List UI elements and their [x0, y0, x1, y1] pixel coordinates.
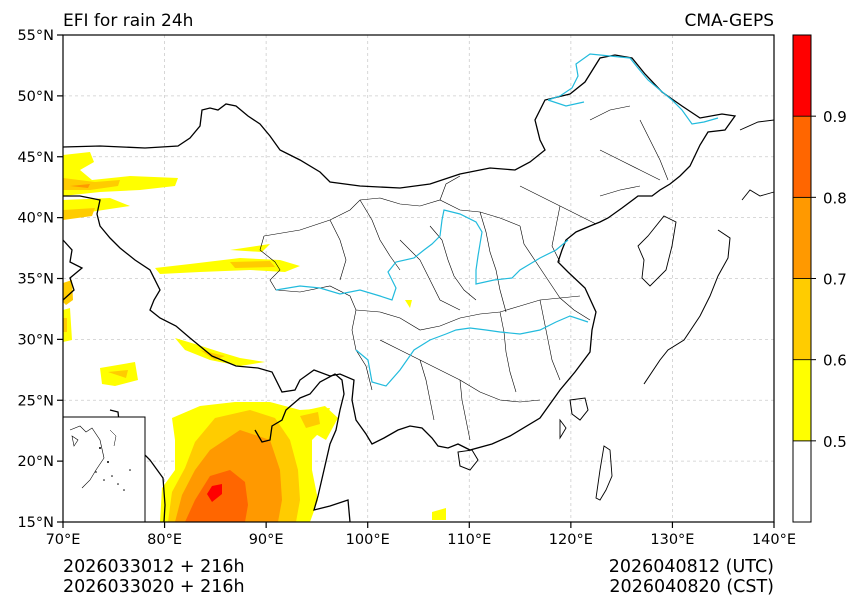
lat-tick-label: 40°N	[17, 211, 54, 227]
lat-tick-label: 25°N	[17, 393, 54, 409]
map-title: EFI for rain 24h	[63, 11, 193, 31]
colorbar-tick-label: 0.5	[823, 433, 847, 451]
lon-tick-label: 120°E	[549, 532, 593, 548]
colorbar-tick-label: 0.7	[823, 271, 847, 289]
colorbar-level	[792, 34, 812, 117]
map-axes: 70°E 80°E 90°E 100°E 110°E 120°E 130°E 140°E 55°…	[17, 28, 796, 548]
lon-tick-label: 140°E	[752, 532, 796, 548]
lon-tick-label: 130°E	[650, 532, 694, 548]
rivers	[275, 53, 719, 387]
lon-tick-label: 100°E	[346, 532, 390, 548]
init-time-cst: 2026033020 + 216h	[63, 577, 245, 597]
lat-tick-label: 50°N	[17, 89, 54, 105]
colorbar-level	[792, 196, 812, 279]
lon-tick-label: 90°E	[249, 532, 284, 548]
colorbar-level	[792, 115, 812, 198]
lat-tick-label: 15°N	[17, 515, 54, 531]
lon-tick-label: 80°E	[147, 532, 182, 548]
model-name: CMA-GEPS	[684, 11, 774, 31]
lon-tick-label: 110°E	[447, 532, 491, 548]
colorbar-level	[792, 278, 812, 361]
valid-time-cst: 2026040820 (CST)	[609, 577, 774, 597]
gridlines	[63, 35, 774, 522]
lon-tick-label: 70°E	[46, 532, 81, 548]
country-borders	[62, 54, 775, 523]
lat-tick-label: 30°N	[17, 332, 54, 348]
efi-shading	[63, 152, 446, 522]
colorbar-tick-label: 0.6	[823, 352, 847, 370]
lat-tick-label: 20°N	[17, 454, 54, 470]
colorbar-tick-label: 0.8	[823, 189, 847, 207]
lat-tick-label: 35°N	[17, 272, 54, 288]
colorbar-level	[792, 359, 812, 442]
colorbar-tick-label: 0.9	[823, 108, 847, 126]
province-boundaries	[259, 105, 669, 441]
lat-tick-label: 45°N	[17, 150, 54, 166]
valid-time-utc: 2026040812 (UTC)	[609, 557, 774, 577]
inset-map	[62, 416, 146, 523]
init-time-utc: 2026033012 + 216h	[63, 557, 245, 577]
colorbar-level	[792, 440, 812, 523]
colorbar: 0.5 0.6 0.7 0.8 0.9	[792, 34, 847, 523]
lat-tick-label: 55°N	[17, 28, 54, 44]
